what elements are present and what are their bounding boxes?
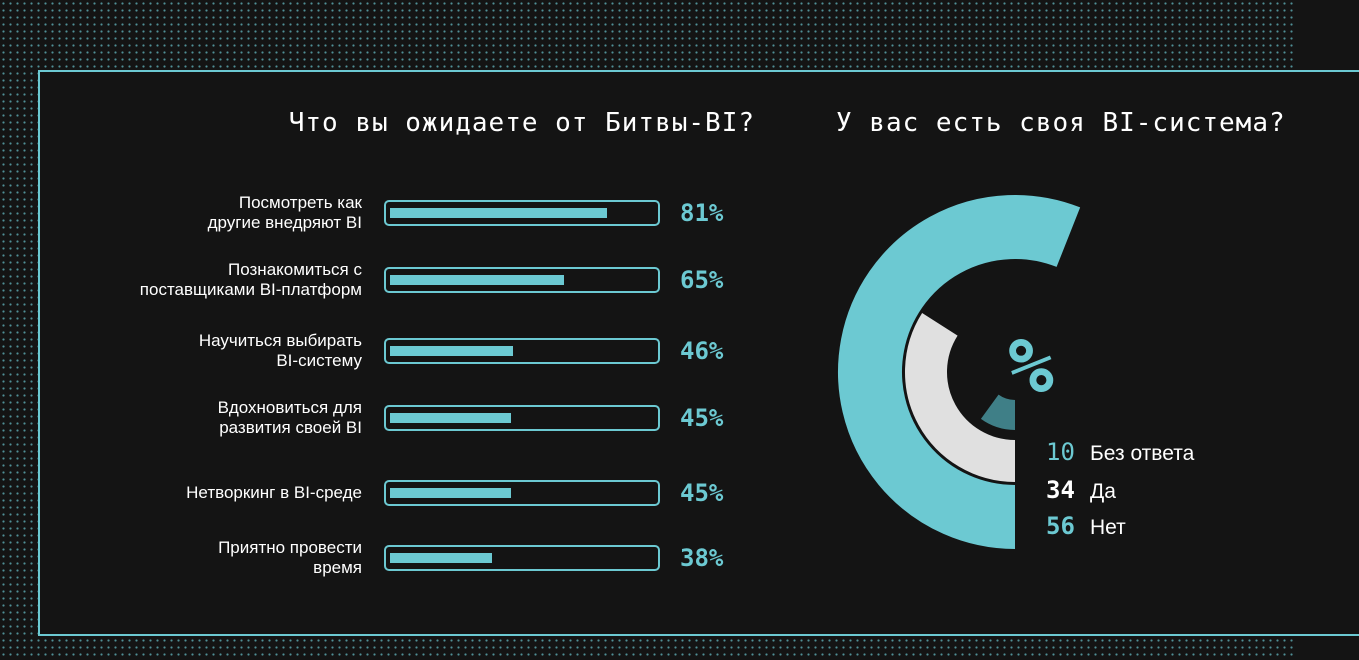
legend-item: 10 Без ответа xyxy=(1046,438,1194,466)
bar xyxy=(390,346,514,356)
bar-row: Вдохновиться для развития своей BI 45% xyxy=(0,393,760,443)
legend-label: Нет xyxy=(1090,516,1126,539)
legend-value: 34 xyxy=(1046,476,1075,504)
bar-label-line: Нетворкинг в BI-среде xyxy=(186,483,362,502)
bar-label: Нетворкинг в BI-среде xyxy=(62,483,362,503)
bar-value-label: 46% xyxy=(680,337,724,365)
bar-track xyxy=(384,405,660,431)
bar-track xyxy=(384,545,660,571)
bar-value-label: 45% xyxy=(680,404,724,432)
bar-label: Научиться выбирать BI-систему xyxy=(62,331,362,371)
legend-label: Без ответа xyxy=(1090,442,1195,465)
bar-value-label: 38% xyxy=(680,544,724,572)
percent-symbol: % xyxy=(1008,321,1054,410)
bar-label-line: Приятно провести xyxy=(218,538,362,557)
bar-track xyxy=(384,338,660,364)
bar xyxy=(390,553,492,563)
donut-segment xyxy=(980,394,1016,430)
bar-row: Познакомиться с поставщиками BI-платформ 6… xyxy=(0,255,760,305)
bar-value-label: 65% xyxy=(680,266,724,294)
bar xyxy=(390,488,511,498)
bar-label: Посмотреть как другие внедряют BI xyxy=(62,193,362,233)
bar-label: Познакомиться с поставщиками BI-платформ xyxy=(62,260,362,300)
bar-label-line: Научиться выбирать xyxy=(198,331,362,350)
bar-label-line: другие внедряют BI xyxy=(207,213,362,232)
bar-value-label: 45% xyxy=(680,479,724,507)
bar xyxy=(390,275,565,285)
legend-value: 56 xyxy=(1046,512,1075,540)
bar-label-line: Посмотреть как xyxy=(238,193,362,212)
legend-item: 56 Нет xyxy=(1046,512,1126,540)
bar xyxy=(390,413,511,423)
bar-chart-title: Что вы ожидаете от Битвы-BI? xyxy=(288,108,755,138)
bar-label-line: Вдохновиться для xyxy=(217,398,362,417)
bar-label: Вдохновиться для развития своей BI xyxy=(62,398,362,438)
bar-row: Научиться выбирать BI-систему 46% xyxy=(0,326,760,376)
bar-track xyxy=(384,200,660,226)
legend-label: Да xyxy=(1090,480,1116,503)
bar-row: Приятно провести время 38% xyxy=(0,533,760,583)
bar-value-label: 81% xyxy=(680,199,724,227)
bar-label: Приятно провести время xyxy=(62,538,362,578)
donut-chart-title: У вас есть своя BI-система? xyxy=(836,108,1286,138)
legend-item: 34 Да xyxy=(1046,476,1116,504)
donut-segment xyxy=(905,313,1016,482)
chart-panel xyxy=(38,70,1359,636)
donut-segment xyxy=(838,195,1081,549)
bar-label-line: поставщиками BI-платформ xyxy=(139,280,362,299)
legend-value: 10 xyxy=(1046,438,1075,466)
bar-row: Посмотреть как другие внедряют BI 81% xyxy=(0,188,760,238)
bar-label-line: время xyxy=(313,558,362,577)
bar-label-line: Познакомиться с xyxy=(228,260,362,279)
bar-label-line: развития своей BI xyxy=(219,418,362,437)
bar-row: Нетворкинг в BI-среде 45% xyxy=(0,468,760,518)
bar-track xyxy=(384,267,660,293)
bar xyxy=(390,208,608,218)
bar-track xyxy=(384,480,660,506)
bar-label-line: BI-систему xyxy=(276,351,362,370)
